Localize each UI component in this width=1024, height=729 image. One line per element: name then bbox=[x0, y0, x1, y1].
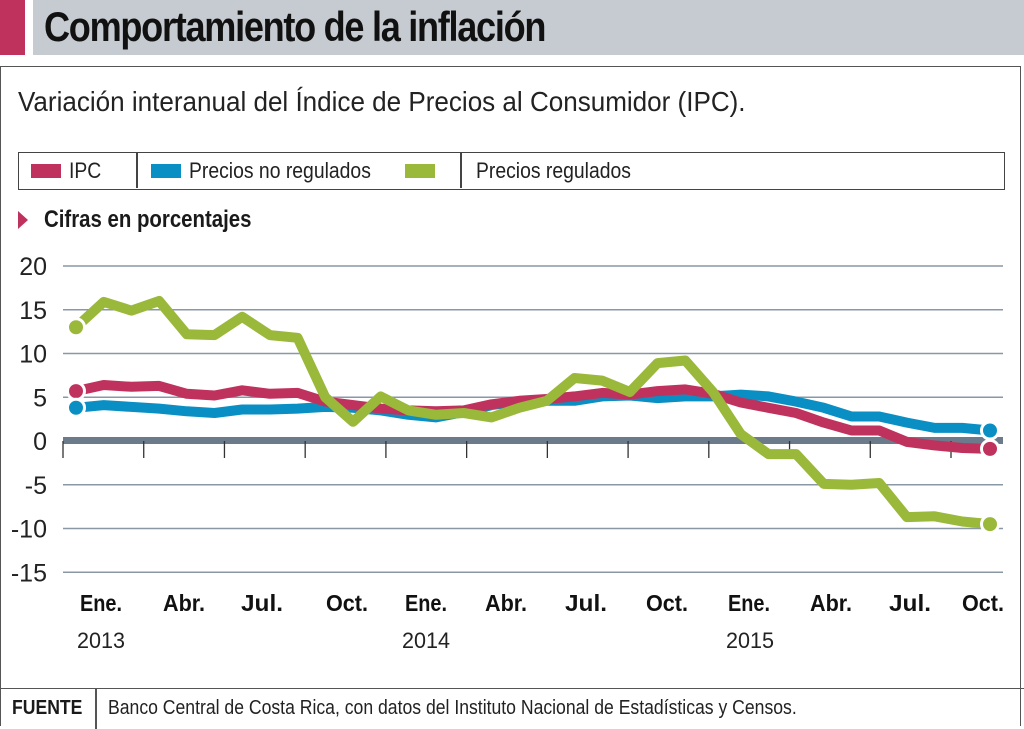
triangle-right-icon bbox=[18, 211, 28, 229]
y-tick-label: 10 bbox=[19, 341, 47, 369]
units-note-text: Cifras en porcentajes bbox=[44, 206, 252, 233]
y-tick-label: 0 bbox=[33, 428, 47, 456]
zero-axis-bar bbox=[63, 437, 1003, 444]
y-tick-label: -15 bbox=[11, 559, 47, 587]
y-tick-label: 5 bbox=[33, 384, 47, 412]
source-footer: FUENTE Banco Central de Costa Rica, con … bbox=[0, 688, 1024, 729]
zero-axis bbox=[63, 437, 1003, 444]
legend-item-regulados: Precios regulados bbox=[476, 153, 652, 188]
legend-swatch-ipc bbox=[31, 163, 61, 178]
year-label: 2013 bbox=[77, 628, 125, 653]
start-point-precios-no-regulados bbox=[66, 397, 86, 418]
year-label: 2014 bbox=[402, 628, 450, 653]
x-tick-label: Ene. bbox=[728, 590, 770, 616]
x-tick-label: Ene. bbox=[80, 590, 122, 616]
chart-title: Comportamiento de la inflación bbox=[44, 3, 546, 50]
legend-swatch-regulados-cell bbox=[405, 153, 443, 188]
legend-divider bbox=[460, 153, 462, 188]
y-tick-label: 15 bbox=[19, 297, 47, 325]
legend-label-no-regulados: Precios no regulados bbox=[189, 157, 371, 183]
year-label: 2015 bbox=[726, 628, 774, 653]
legend-item-no-regulados: Precios no regulados bbox=[151, 153, 396, 188]
end-point-precios-regulados bbox=[980, 514, 1000, 535]
chart-frame bbox=[0, 66, 1021, 726]
units-note: Cifras en porcentajes bbox=[18, 206, 288, 234]
legend-swatch-regulados bbox=[405, 163, 435, 178]
x-tick-label: Jul. bbox=[241, 590, 283, 616]
legend: IPC Precios no regulados Precios regulad… bbox=[18, 152, 1005, 190]
end-point-precios-no-regulados bbox=[980, 420, 1000, 441]
end-point-ipc bbox=[980, 438, 1000, 459]
x-tick-label: Abr. bbox=[485, 590, 527, 616]
footer-divider bbox=[95, 689, 97, 729]
series-line-precios-regulados bbox=[72, 296, 991, 530]
x-tick-label: Oct. bbox=[962, 590, 1004, 616]
source-label: FUENTE bbox=[12, 697, 83, 719]
title-bar: Comportamiento de la inflación bbox=[0, 0, 1024, 55]
start-point-precios-regulados bbox=[66, 317, 86, 338]
legend-item-ipc: IPC bbox=[31, 153, 106, 188]
y-tick-label: 20 bbox=[19, 253, 47, 281]
title-accent-block bbox=[0, 0, 25, 55]
y-tick-label: -5 bbox=[25, 472, 47, 500]
chart-subtitle: Variación interanual del Índice de Preci… bbox=[18, 86, 746, 117]
series-lines bbox=[72, 296, 991, 530]
legend-swatch-no-regulados bbox=[151, 163, 181, 178]
series-endpoints bbox=[66, 317, 1000, 535]
x-tick-label: Abr. bbox=[163, 590, 205, 616]
x-axis-year-labels: 2013 2014 2015 bbox=[77, 628, 774, 653]
y-axis-tick-labels: 20 15 10 5 0 -5 -10 -15 bbox=[11, 253, 47, 587]
legend-label-ipc: IPC bbox=[69, 157, 102, 183]
x-tick-label: Oct. bbox=[326, 590, 368, 616]
x-tick-label: Jul. bbox=[565, 590, 607, 616]
x-tick-label: Jul. bbox=[889, 590, 931, 616]
x-tick-label: Oct. bbox=[646, 590, 688, 616]
x-tick-label: Ene. bbox=[405, 590, 447, 616]
source-text: Banco Central de Costa Rica, con datos d… bbox=[108, 697, 797, 719]
legend-divider bbox=[136, 153, 138, 188]
title-background bbox=[33, 0, 1024, 55]
x-axis-tick-labels: Ene. Abr. Jul. Oct. Ene. Abr. Jul. Oct. Ene. Abr.… bbox=[80, 590, 1004, 616]
start-point-ipc bbox=[66, 381, 86, 402]
y-tick-label: -10 bbox=[11, 516, 47, 544]
x-tick-label: Abr. bbox=[810, 590, 852, 616]
legend-label-regulados: Precios regulados bbox=[476, 157, 631, 183]
